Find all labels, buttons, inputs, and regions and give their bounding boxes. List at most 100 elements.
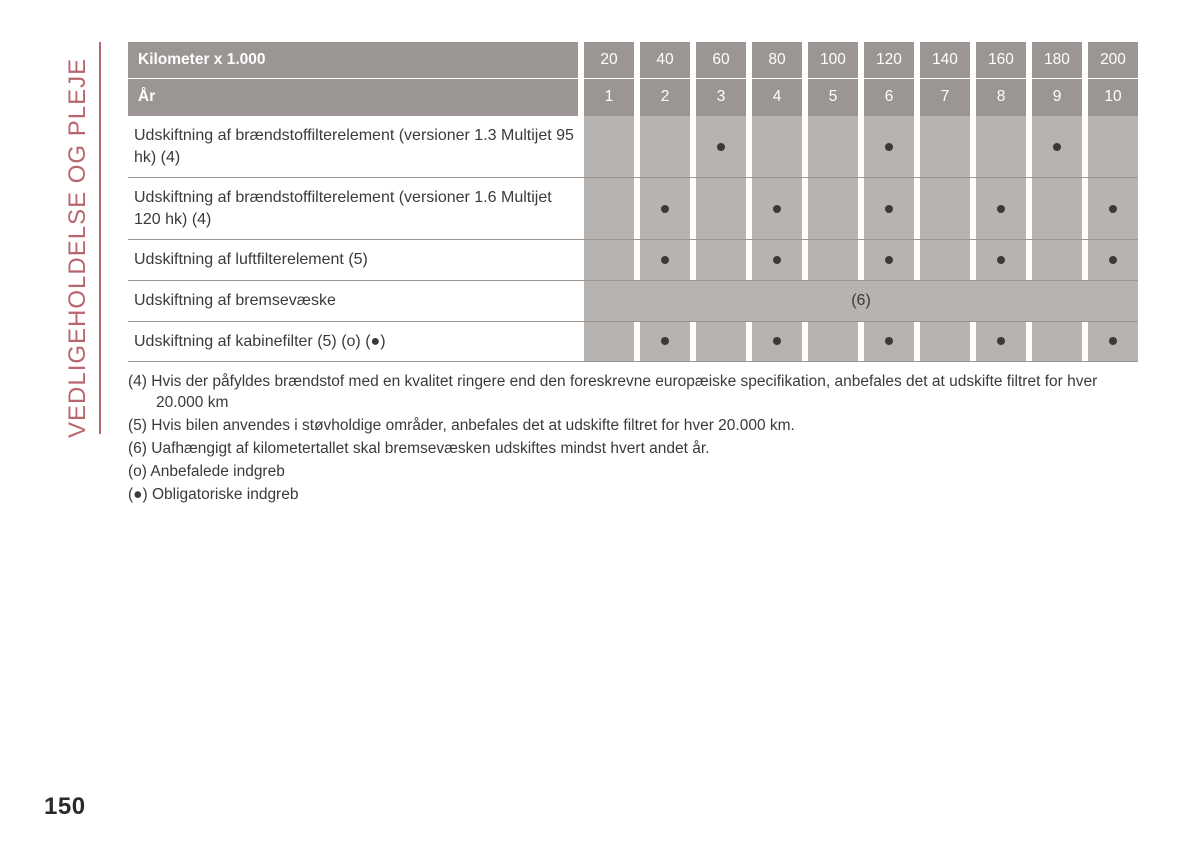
row-mark-cell (1032, 321, 1082, 362)
row-mark-cell (584, 321, 634, 362)
row-mark-cell (920, 116, 970, 178)
dot-icon (773, 256, 781, 264)
dot-icon (661, 256, 669, 264)
section-title-wrap: VEDLIGEHOLDELSE OG PLEJE (96, 38, 120, 438)
row-mark-cell (752, 116, 802, 178)
dot-icon (661, 205, 669, 213)
dot-icon (661, 337, 669, 345)
header-year-value: 6 (864, 79, 914, 116)
header-km-value: 40 (640, 42, 690, 79)
row-mark-cell (864, 321, 914, 362)
row-mark-cell (752, 240, 802, 281)
row-mark-cell (752, 321, 802, 362)
row-mark-cell (920, 321, 970, 362)
header-year-label: År (128, 79, 578, 116)
row-mark-cell (808, 116, 858, 178)
page-number: 150 (44, 793, 86, 821)
row-label: Udskiftning af luftfilterelement (5) (128, 240, 578, 281)
row-label: Udskiftning af bremsevæske (128, 280, 578, 321)
table-row: Udskiftning af luftfilterelement (5) (128, 240, 1138, 281)
footnote: (o) Anbefalede indgreb (128, 462, 1138, 483)
header-km-value: 200 (1088, 42, 1138, 79)
row-mark-cell (920, 240, 970, 281)
header-km-value: 80 (752, 42, 802, 79)
row-mark-cell (1088, 178, 1138, 240)
header-km-value: 120 (864, 42, 914, 79)
row-mark-cell (640, 321, 690, 362)
header-year-value: 8 (976, 79, 1026, 116)
row-mark-cell (976, 240, 1026, 281)
table-row: Udskiftning af brændstoffilterelement (v… (128, 116, 1138, 178)
row-mark-cell (640, 240, 690, 281)
dot-icon (997, 337, 1005, 345)
dot-icon (885, 337, 893, 345)
row-mark-cell (864, 240, 914, 281)
row-mark-cell (696, 178, 746, 240)
dot-icon (885, 205, 893, 213)
dot-icon (1109, 337, 1117, 345)
row-mark-cell (1088, 321, 1138, 362)
header-row-year: År12345678910 (128, 79, 1138, 116)
row-mark-cell (1032, 240, 1082, 281)
header-year-value: 5 (808, 79, 858, 116)
footnote: (●) Obligatoriske indgreb (128, 485, 1138, 506)
row-mark-cell (864, 178, 914, 240)
row-mark-cell (584, 178, 634, 240)
dot-icon (885, 143, 893, 151)
row-label: Udskiftning af brændstoffilterelement (v… (128, 178, 578, 240)
dot-icon (1109, 256, 1117, 264)
row-mark-cell (752, 178, 802, 240)
header-year-value: 7 (920, 79, 970, 116)
row-mark-cell (808, 178, 858, 240)
row-mark-cell (696, 321, 746, 362)
footnote: (4) Hvis der påfyldes brændstof med en k… (128, 372, 1138, 414)
table-row: Udskiftning af bremsevæske(6) (128, 280, 1138, 321)
row-mark-cell (696, 116, 746, 178)
maintenance-table: Kilometer x 1.00020406080100120140160180… (128, 42, 1138, 362)
row-mark-cell (696, 240, 746, 281)
row-mark-cell (1088, 116, 1138, 178)
header-year-value: 10 (1088, 79, 1138, 116)
header-km-value: 100 (808, 42, 858, 79)
row-mark-cell (920, 178, 970, 240)
table-row: Udskiftning af kabinefilter (5) (o) (●) (128, 321, 1138, 362)
row-mark-cell (640, 178, 690, 240)
header-km-value: 140 (920, 42, 970, 79)
row-span-note: (6) (584, 280, 1138, 321)
row-mark-cell (976, 178, 1026, 240)
row-mark-cell (808, 321, 858, 362)
row-label: Udskiftning af kabinefilter (5) (o) (●) (128, 321, 578, 362)
dot-icon (997, 256, 1005, 264)
header-year-value: 4 (752, 79, 802, 116)
dot-icon (773, 205, 781, 213)
dot-icon (1053, 143, 1061, 151)
dot-icon (997, 205, 1005, 213)
dot-icon (885, 256, 893, 264)
dot-icon (717, 143, 725, 151)
header-km-value: 20 (584, 42, 634, 79)
header-km-label: Kilometer x 1.000 (128, 42, 578, 79)
dot-icon (773, 337, 781, 345)
section-title: VEDLIGEHOLDELSE OG PLEJE (64, 48, 92, 438)
header-km-value: 60 (696, 42, 746, 79)
header-year-value: 1 (584, 79, 634, 116)
row-mark-cell (1088, 240, 1138, 281)
header-year-value: 9 (1032, 79, 1082, 116)
header-row-km: Kilometer x 1.00020406080100120140160180… (128, 42, 1138, 79)
footnote: (5) Hvis bilen anvendes i støvholdige om… (128, 416, 1138, 437)
dot-icon (1109, 205, 1117, 213)
row-mark-cell (808, 240, 858, 281)
header-km-value: 160 (976, 42, 1026, 79)
row-mark-cell (976, 321, 1026, 362)
row-mark-cell (584, 240, 634, 281)
header-year-value: 2 (640, 79, 690, 116)
table-row: Udskiftning af brændstoffilterelement (v… (128, 178, 1138, 240)
main-content: Kilometer x 1.00020406080100120140160180… (128, 42, 1138, 508)
header-year-value: 3 (696, 79, 746, 116)
row-label: Udskiftning af brændstoffilterelement (v… (128, 116, 578, 178)
row-mark-cell (1032, 116, 1082, 178)
row-mark-cell (1032, 178, 1082, 240)
row-mark-cell (584, 116, 634, 178)
row-mark-cell (640, 116, 690, 178)
row-mark-cell (864, 116, 914, 178)
